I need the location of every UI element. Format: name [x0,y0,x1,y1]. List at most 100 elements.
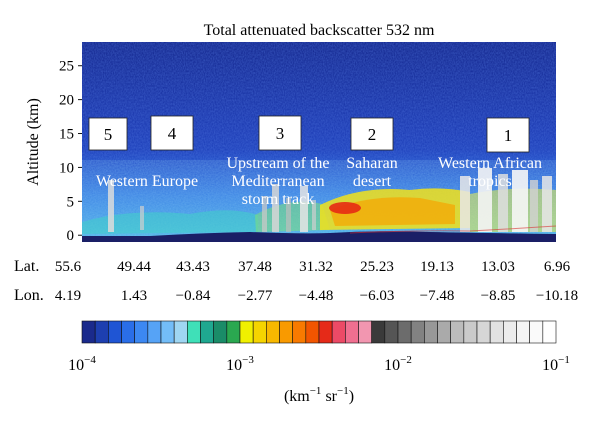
aerosol-layer-europe [82,210,258,234]
tick-exponent: −2 [400,354,412,366]
colorbar-swatch [81,320,96,344]
tick-exponent: −1 [558,354,570,366]
cloud-column [542,176,552,232]
unit-part: sr [321,388,337,405]
coordinate-value: −10.18 [536,288,578,304]
colorbar-swatch [226,320,241,344]
coordinate-value: 1.43 [121,288,147,304]
colorbar-swatch [292,320,307,344]
coordinate-value: 43.43 [176,259,210,275]
surface-terrain [82,231,556,242]
y-tick-label: 15 [59,127,74,143]
tick-exponent: −3 [242,354,254,366]
region-box-3: 3 [258,115,302,151]
colorbar-swatch [108,320,122,344]
region-box-frame [350,117,394,151]
colorbar-swatch [187,320,201,344]
tick-exponent: −4 [84,354,96,366]
coordinate-value: 13.03 [481,259,515,275]
y-tick-label: 0 [67,228,75,244]
region-annotations: 5 4 Western Europe 3 Upstream of the Mediterr… [88,115,542,208]
colorbar-swatch [121,320,135,344]
coordinate-value: 25.23 [360,259,394,275]
colorbar-swatch [450,320,465,344]
colorbar-swatch [516,320,530,344]
region-box-frame [486,117,530,153]
y-tick-label: 10 [59,160,74,176]
region-name-1: Western African tropics [438,155,542,190]
cloud-column [512,170,528,232]
coordinate-value: −6.03 [360,288,395,304]
region-name-line: Upstream of the [226,155,329,172]
cloud-column [108,180,114,232]
region-name-line: desert [353,173,392,190]
chart-title: Total attenuated backscatter 532 nm [204,22,435,39]
colorbar-swatch [384,320,399,344]
y-tick-label: 5 [67,194,75,210]
colorbar-tick-label: 10−4 [68,354,96,374]
tick-base: 10 [68,357,84,374]
colorbar-swatch [529,320,544,344]
coordinate-value: −0.84 [176,288,211,304]
unit-exp: −1 [337,385,349,397]
colorbar-swatch [345,320,359,344]
colorbar [81,320,557,344]
region-box-frame [88,117,128,151]
coordinate-value: −8.85 [481,288,516,304]
coordinate-value: 37.48 [238,259,272,275]
cloud-column [300,186,308,232]
coordinate-value: −7.48 [420,288,455,304]
region-name-3: Upstream of the Mediterranean storm track [226,155,329,208]
region-number: 4 [168,124,177,143]
y-axis: 0 5 10 15 20 25 [59,59,82,244]
colorbar-swatch [318,320,333,344]
colorbar-swatch [200,320,214,344]
colorbar-swatch [542,320,557,344]
coordinate-rows: Lat. 55.6 49.44 43.43 37.48 31.32 25.23 19.13 13… [14,258,578,304]
colorbar-swatch [266,320,280,344]
colorbar-swatch [239,320,254,344]
colorbar-tick-label: 10−2 [384,354,412,374]
region-box-frame [150,115,194,151]
colorbar-swatch [463,320,478,344]
region-number: 3 [276,124,285,143]
colorbar-tick-label: 10−3 [226,354,254,374]
colorbar-swatch [503,320,517,344]
region-box-2: 2 [350,117,394,151]
coordinate-value: 19.13 [420,259,454,275]
tick-base: 10 [542,357,558,374]
region-name-line: tropics [468,173,512,190]
cloud-column [262,196,267,232]
colorbar-tick-label: 10−1 [542,354,570,374]
region-name-line: storm track [242,191,314,208]
saharan-dust-layer-inner [330,197,455,226]
region-name-2: Saharan desert [346,155,398,190]
coordinate-value: −2.77 [238,288,273,304]
region-box-5: 5 [88,117,128,151]
colorbar-swatch [173,320,188,344]
region-name-line: Saharan [346,155,398,172]
unit-exp: −1 [310,385,322,397]
region-number: 5 [104,125,113,144]
saharan-dust-core [329,202,361,214]
colorbar-unit-label: (km−1 sr−1) [284,385,354,405]
coordinate-value: 4.19 [55,288,81,304]
cloud-column [272,184,279,232]
y-tick-label: 25 [59,59,74,75]
colorbar-swatch [305,320,320,344]
colorbar-swatch [371,320,386,344]
colorbar-swatch [424,320,438,344]
row-label-lat: Lat. [14,258,39,275]
cloud-column [530,180,538,232]
region-name-line: Western Europe [96,173,198,190]
colorbar-ticks: 10−4 10−3 10−2 10−1 [68,354,570,374]
cloud-column [140,206,144,230]
colorbar-swatch [134,320,149,344]
coordinate-value: −4.48 [299,288,334,304]
y-tick-label: 20 [59,93,74,109]
colorbar-swatch [410,320,425,344]
cloud-column [460,176,470,232]
y-axis-label: Altitude (km) [25,98,42,186]
surface-line [349,225,556,234]
region-name-4: Western Europe [96,173,198,190]
